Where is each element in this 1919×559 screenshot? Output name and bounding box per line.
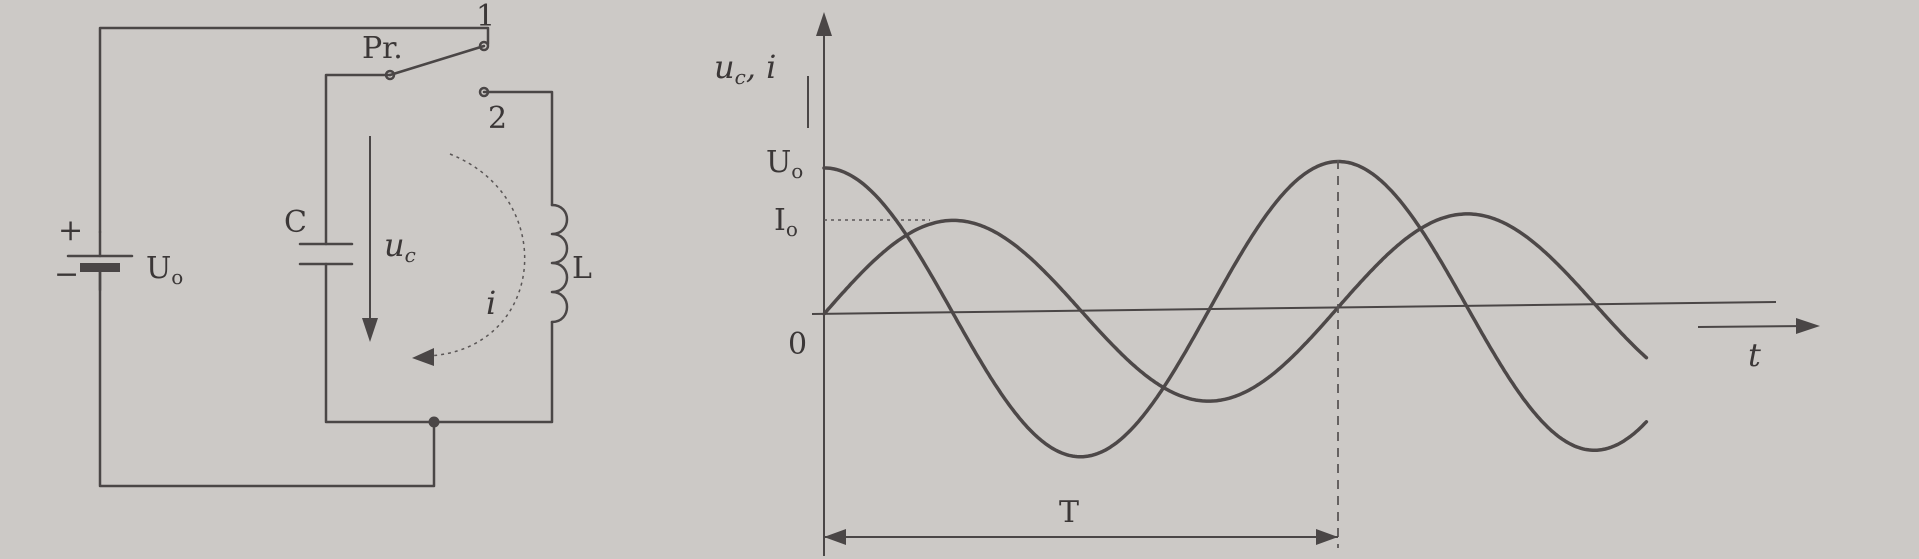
circuit-diagram: + − Uo Pr. 1 2 C uc L i: [54, 0, 592, 488]
wire-lc-right: [482, 90, 554, 207]
period-arrow-head-left: [824, 529, 846, 545]
switch-position-2-label: 2: [488, 101, 507, 136]
t-axis-arrow: [1796, 318, 1820, 334]
battery-plus-sign: +: [58, 213, 83, 248]
t-axis-label-bar: [1697, 325, 1813, 328]
current-arc-head: [412, 348, 434, 366]
source-voltage-label: Uo: [146, 251, 183, 289]
t-axis-label: t: [1748, 336, 1761, 374]
y-axis-label: uc, i: [714, 48, 776, 89]
inductor-coil: [550, 203, 569, 324]
t-axis: [811, 301, 1777, 315]
battery-short-plate: [80, 263, 120, 272]
oscillation-graph: uc, i t 0 Uo Io T: [714, 12, 1820, 556]
voltage-arrow-head: [362, 318, 378, 342]
capacitor-label: C: [284, 205, 307, 240]
period-arrow-head-right: [1316, 529, 1338, 545]
current-label: i: [486, 284, 496, 322]
battery-minus-sign: −: [54, 257, 79, 292]
i0-label: Io: [774, 203, 798, 241]
wire-lc-cap-bottom: [324, 262, 554, 424]
current-curve: [822, 212, 1649, 403]
uc-curve: [822, 159, 1649, 459]
wire-outer-top: [98, 26, 490, 234]
period-label: T: [1059, 495, 1079, 530]
capacitor-voltage-label: uc: [384, 226, 416, 267]
u0-label: Uo: [766, 145, 803, 183]
current-arc: [427, 153, 526, 357]
y-axis-arrow: [816, 12, 832, 36]
inductor-label: L: [572, 251, 592, 286]
junction-node: [428, 416, 440, 428]
switch-position-1-label: 1: [476, 0, 495, 34]
wire-outer-left: [98, 270, 436, 488]
wire-lc-left: [324, 73, 392, 246]
origin-label: 0: [788, 327, 807, 362]
switch-label: Pr.: [362, 31, 403, 66]
switch-blade: [388, 44, 486, 77]
